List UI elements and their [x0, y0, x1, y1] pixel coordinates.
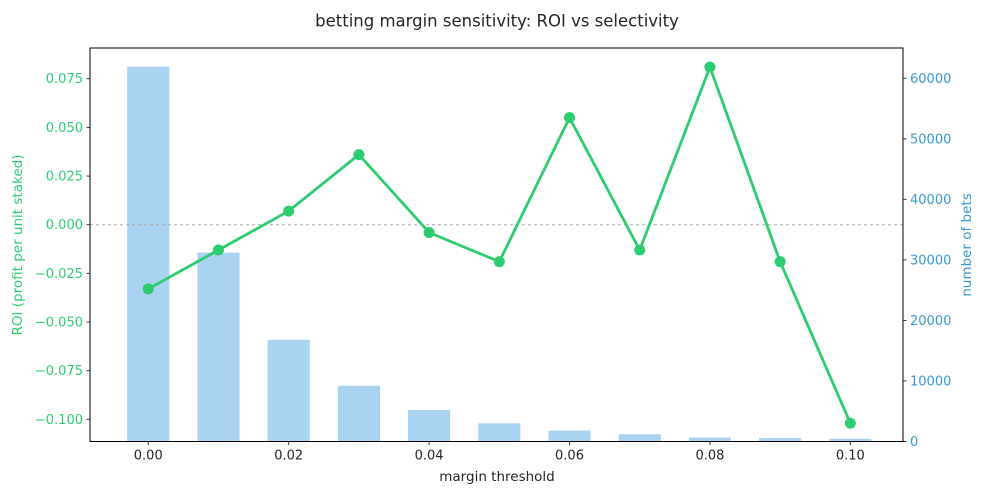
x-tick-label: 0.00 [134, 449, 163, 464]
x-tick-label: 0.02 [274, 449, 303, 464]
left-tick-label: −0.025 [35, 267, 83, 282]
x-axis-label: margin threshold [439, 469, 555, 485]
roi-marker-0.08 [704, 61, 716, 73]
chart-title: betting margin sensitivity: ROI vs selec… [315, 11, 679, 31]
roi-marker-0.09 [774, 256, 786, 268]
left-tick-label: 0.075 [46, 72, 83, 87]
bar-0.07 [618, 434, 661, 442]
left-tick-label: −0.050 [35, 316, 83, 331]
right-tick-label: 60000 [910, 72, 951, 87]
left-tick-label: −0.100 [35, 413, 83, 428]
roi-marker-0.01 [212, 244, 224, 256]
x-tick-label: 0.08 [695, 449, 724, 464]
bar-0.06 [548, 430, 591, 442]
left-tick-label: −0.075 [35, 364, 83, 379]
roi-marker-0.07 [634, 244, 646, 256]
x-tick-label: 0.10 [836, 449, 865, 464]
x-tick-label: 0.06 [555, 449, 584, 464]
roi-marker-0.10 [844, 417, 856, 429]
roi-marker-0.02 [283, 205, 295, 217]
right-tick-label: 30000 [910, 253, 951, 268]
bar-0.02 [267, 339, 310, 442]
right-tick-label: 0 [910, 435, 918, 450]
left-tick-label: 0.025 [46, 170, 83, 185]
roi-marker-0.03 [353, 149, 365, 161]
roi-marker-0.05 [493, 256, 505, 268]
roi-marker-0.06 [564, 112, 576, 124]
right-tick-label: 20000 [910, 314, 951, 329]
right-tick-label: 10000 [910, 374, 951, 389]
roi-marker-0.00 [142, 283, 154, 295]
left-tick-label: 0.000 [46, 218, 83, 233]
right-tick-label: 40000 [910, 193, 951, 208]
bar-0.08 [688, 437, 731, 442]
bar-0.05 [478, 423, 521, 442]
bar-0.04 [408, 410, 451, 442]
x-tick-label: 0.04 [415, 449, 444, 464]
bar-0.03 [337, 385, 380, 442]
bar-0.10 [829, 438, 872, 442]
bar-0.09 [759, 438, 802, 442]
left-tick-label: 0.050 [46, 121, 83, 136]
roi-line [147, 65, 852, 424]
bar-0.00 [127, 66, 170, 442]
roi-marker-0.04 [423, 226, 435, 238]
axes-spines [89, 47, 904, 442]
bar-0.01 [197, 252, 240, 442]
right-tick-label: 50000 [910, 132, 951, 147]
